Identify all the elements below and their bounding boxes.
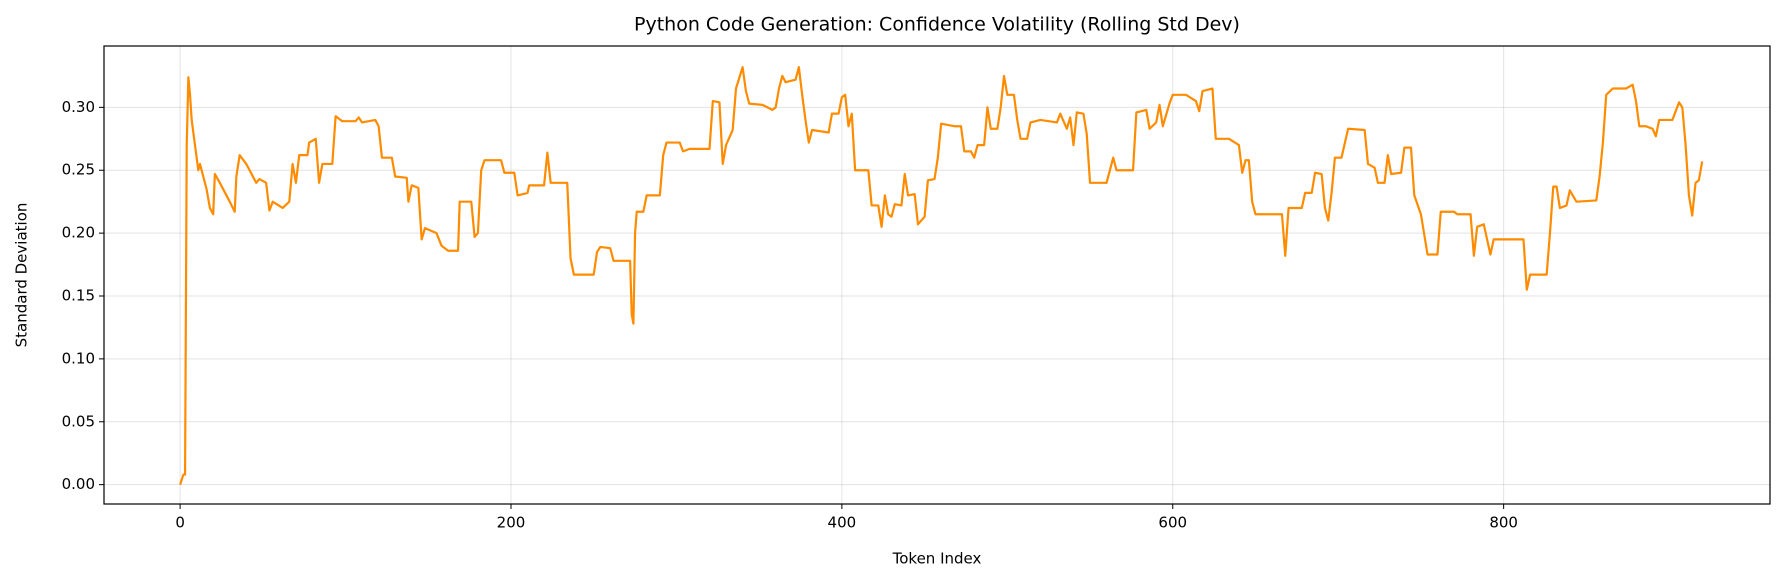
x-tick-label: 800 (1489, 514, 1518, 532)
y-tick-label: 0.30 (62, 98, 95, 116)
y-tick-label: 0.20 (62, 224, 95, 242)
x-tick-label: 600 (1158, 514, 1187, 532)
x-axis-label: Token Index (892, 550, 982, 568)
plot-frame (103, 45, 1771, 505)
x-tick-label: 0 (175, 514, 185, 532)
x-tick-label: 400 (828, 514, 857, 532)
y-axis-label: Standard Deviation (13, 203, 31, 348)
y-tick-label: 0.15 (62, 287, 95, 305)
chart-title: Python Code Generation: Confidence Volat… (634, 14, 1240, 36)
x-tick-label: 200 (497, 514, 526, 532)
y-tick-label: 0.25 (62, 161, 95, 179)
y-tick-label: 0.05 (62, 412, 95, 430)
data-line (179, 66, 1704, 485)
y-tick-label: 0.00 (62, 475, 95, 493)
y-tick-label: 0.10 (62, 349, 95, 367)
